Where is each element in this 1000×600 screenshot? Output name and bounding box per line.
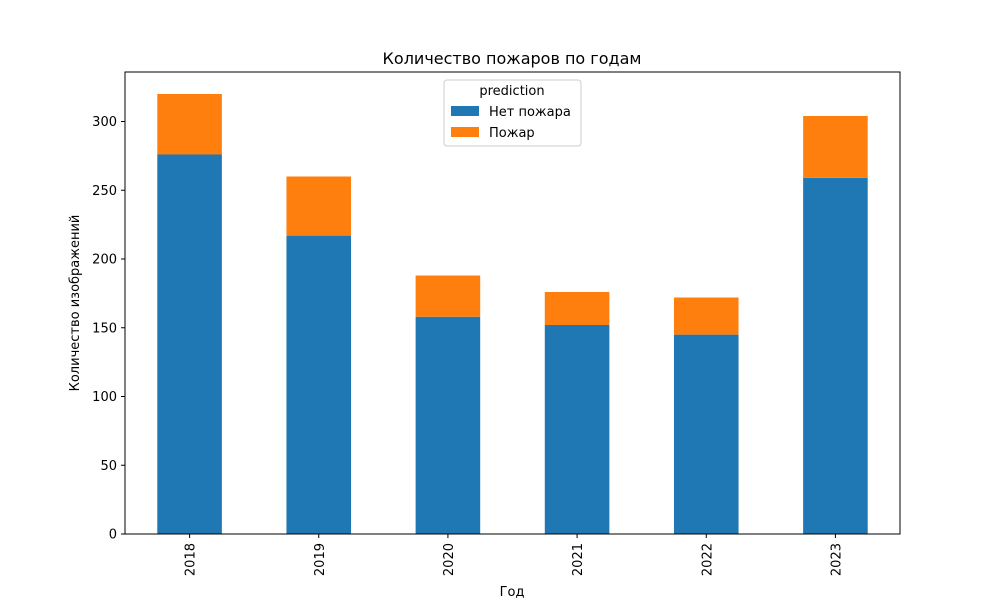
y-tick-label: 150	[92, 321, 117, 336]
legend-label-fire: Пожар	[489, 126, 535, 141]
bar-2018-series-0	[157, 154, 222, 534]
x-tick-label: 2020	[442, 543, 457, 576]
y-tick-label: 300	[92, 115, 117, 130]
y-tick-label: 50	[100, 459, 117, 474]
bar-2023-series-1	[803, 116, 868, 178]
bars-layer	[157, 94, 868, 535]
bar-2021-series-0	[544, 325, 610, 534]
bar-2021-series-1	[544, 292, 610, 325]
x-tick-label: 2023	[829, 543, 844, 576]
chart-title: Количество пожаров по годам	[383, 49, 642, 68]
x-axis-label: Год	[500, 585, 525, 600]
x-axis: 2018 2019 2020 2021 2022 2023	[184, 534, 844, 576]
legend-swatch-fire	[451, 127, 479, 137]
y-tick-label: 100	[92, 390, 117, 405]
y-tick-label: 250	[92, 184, 117, 199]
x-tick-label: 2022	[700, 543, 715, 576]
bar-2022-series-0	[673, 334, 739, 535]
x-tick-label: 2021	[571, 543, 586, 576]
y-tick-label: 200	[92, 253, 117, 268]
bar-2023-series-0	[803, 177, 868, 535]
bar-2020-series-1	[415, 275, 481, 317]
x-tick-label: 2018	[184, 543, 199, 576]
y-tick-label: 0	[109, 528, 117, 543]
y-axis: 0 50 100 150 200 250 300	[92, 115, 125, 543]
bar-2018-series-1	[157, 94, 222, 155]
legend-title: prediction	[479, 84, 544, 99]
legend-swatch-no-fire	[451, 106, 479, 116]
bar-2019-series-0	[286, 235, 352, 535]
bar-2022-series-1	[673, 297, 739, 335]
bar-2019-series-1	[286, 176, 352, 236]
y-axis-label: Количество изображений	[68, 215, 83, 392]
plot-frame	[124, 71, 901, 535]
legend: prediction Нет пожара Пожар	[443, 79, 582, 147]
legend-label-no-fire: Нет пожара	[489, 105, 571, 120]
x-tick-label: 2019	[313, 543, 328, 576]
bar-2020-series-0	[415, 316, 481, 534]
